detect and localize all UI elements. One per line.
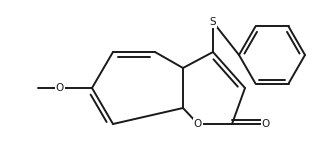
Text: O: O (262, 119, 270, 129)
Text: S: S (210, 17, 216, 27)
Text: O: O (56, 83, 64, 93)
Text: O: O (194, 119, 202, 129)
